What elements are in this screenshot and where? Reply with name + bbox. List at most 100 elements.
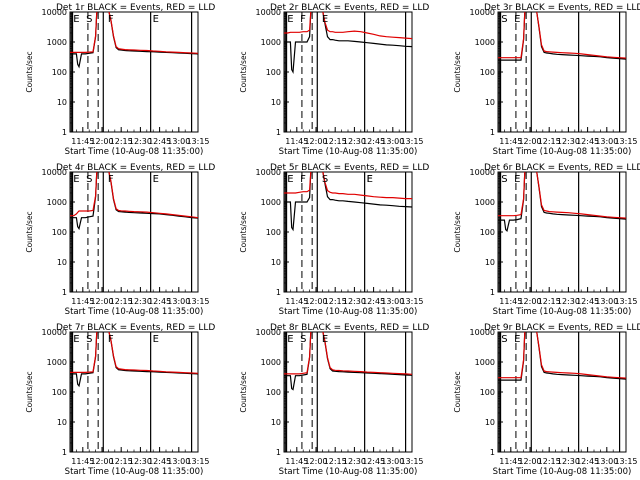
y-tick-label: 1 (490, 448, 495, 457)
plot-frame (69, 171, 199, 293)
x-axis-label: Start Time (10-Aug-08 11:35:00) (279, 147, 418, 157)
interval-flag: E (73, 14, 79, 25)
chart-panel-5: Det 5r BLACK = Events, RED = LLD 1 10 100 10… (239, 163, 429, 317)
plot-area (498, 332, 626, 452)
x-tick-label: 12:45 (362, 137, 385, 146)
y-tick-label: 10 (57, 98, 67, 107)
interval-flag: F (300, 174, 306, 185)
series-line-events (284, 12, 412, 75)
plot-area (498, 12, 626, 132)
y-tick-label: 10 (271, 258, 281, 267)
plot-area (70, 12, 198, 132)
y-tick-label: 1 (62, 448, 67, 457)
interval-flag: S (86, 334, 92, 345)
panel-title: Det 9r BLACK = Events, RED = LLD (484, 323, 640, 333)
y-tick-label: 100 (266, 388, 281, 397)
y-tick-label: 100 (480, 68, 495, 77)
y-tick-label: 10 (271, 98, 281, 107)
x-axis-label: Start Time (10-Aug-08 11:35:00) (493, 147, 632, 157)
x-tick-label: 12:00 (304, 297, 327, 306)
interval-flag: E (322, 14, 328, 25)
chart-panel-3: Det 3r BLACK = Events, RED = LLD 1 10 100 10… (453, 3, 640, 157)
x-tick-label: 13:00 (167, 297, 190, 306)
x-tick-label: 12:30 (129, 297, 152, 306)
x-tick-label: 12:00 (304, 137, 327, 146)
x-tick-label: 13:00 (381, 297, 404, 306)
interval-flag: E (287, 14, 293, 25)
plot-frame (497, 171, 627, 293)
x-tick-label: 11:45 (499, 137, 522, 146)
y-tick-label: 1000 (261, 358, 281, 367)
series-line-lld (498, 12, 626, 59)
x-axis-label: Start Time (10-Aug-08 11:35:00) (65, 467, 204, 477)
y-tick-label: 100 (52, 68, 67, 77)
x-tick-label: 13:15 (400, 457, 423, 466)
interval-flag: S (501, 334, 507, 345)
y-tick-label: 1 (276, 288, 281, 297)
x-tick-label: 12:15 (110, 297, 133, 306)
x-tick-label: 11:45 (71, 457, 94, 466)
series-line-lld (70, 332, 198, 374)
x-tick-label: 12:15 (324, 297, 347, 306)
panel-title: Det 6r BLACK = Events, RED = LLD (484, 163, 640, 173)
y-tick-label: 10000 (42, 8, 67, 17)
y-axis-label: Counts/sec (25, 371, 34, 412)
y-axis-label: Counts/sec (239, 211, 248, 252)
x-tick-label: 13:00 (595, 297, 618, 306)
y-tick-label: 100 (480, 388, 495, 397)
plot-frame (497, 11, 627, 133)
x-tick-label: 12:45 (576, 137, 599, 146)
x-tick-label: 12:30 (557, 457, 580, 466)
x-tick-label: 11:45 (71, 297, 94, 306)
interval-flag: F (108, 334, 114, 345)
x-tick-label: 13:00 (381, 457, 404, 466)
y-tick-label: 10000 (470, 168, 495, 177)
y-axis-label: Counts/sec (453, 211, 462, 252)
x-tick-label: 12:30 (557, 297, 580, 306)
x-tick-label: 12:30 (343, 297, 366, 306)
plot-area (70, 332, 198, 452)
x-tick-label: 12:00 (518, 137, 541, 146)
chart-panel-9: Det 9r BLACK = Events, RED = LLD 1 10 100 10… (453, 323, 640, 477)
x-tick-label: 12:30 (129, 137, 152, 146)
series-line-lld (284, 12, 412, 40)
x-axis-label: Start Time (10-Aug-08 11:35:00) (65, 307, 204, 317)
x-tick-label: 12:00 (518, 297, 541, 306)
interval-flag: F (108, 14, 114, 25)
plot-frame (69, 331, 199, 453)
x-tick-label: 11:45 (499, 457, 522, 466)
interval-flag: E (514, 334, 520, 345)
x-axis-label: Start Time (10-Aug-08 11:35:00) (279, 467, 418, 477)
x-tick-label: 12:00 (90, 297, 113, 306)
y-axis-label: Counts/sec (239, 371, 248, 412)
x-tick-label: 13:00 (595, 457, 618, 466)
x-tick-label: 13:15 (400, 297, 423, 306)
y-tick-label: 100 (480, 228, 495, 237)
x-tick-label: 13:15 (186, 297, 209, 306)
x-tick-label: 13:15 (614, 297, 637, 306)
interval-flag: S (322, 174, 328, 185)
y-tick-label: 10000 (42, 168, 67, 177)
y-tick-label: 10000 (256, 8, 281, 17)
x-tick-label: 13:15 (614, 457, 637, 466)
interval-flag: E (153, 174, 159, 185)
x-tick-label: 12:15 (324, 137, 347, 146)
x-tick-label: 11:45 (285, 297, 308, 306)
y-tick-label: 10 (271, 418, 281, 427)
x-tick-label: 12:30 (343, 137, 366, 146)
x-tick-label: 13:15 (614, 137, 637, 146)
y-tick-label: 10000 (470, 8, 495, 17)
x-tick-label: 12:45 (148, 457, 171, 466)
series-line-lld (498, 332, 626, 379)
y-tick-label: 10000 (256, 328, 281, 337)
interval-flag: E (73, 334, 79, 345)
y-tick-label: 1000 (475, 358, 495, 367)
x-tick-label: 13:15 (400, 137, 423, 146)
plot-area (498, 172, 626, 292)
x-tick-label: 11:45 (285, 457, 308, 466)
y-tick-label: 1 (276, 448, 281, 457)
x-tick-label: 13:00 (381, 137, 404, 146)
x-axis-label: Start Time (10-Aug-08 11:35:00) (279, 307, 418, 317)
y-tick-label: 1000 (47, 198, 67, 207)
x-axis-label: Start Time (10-Aug-08 11:35:00) (493, 467, 632, 477)
